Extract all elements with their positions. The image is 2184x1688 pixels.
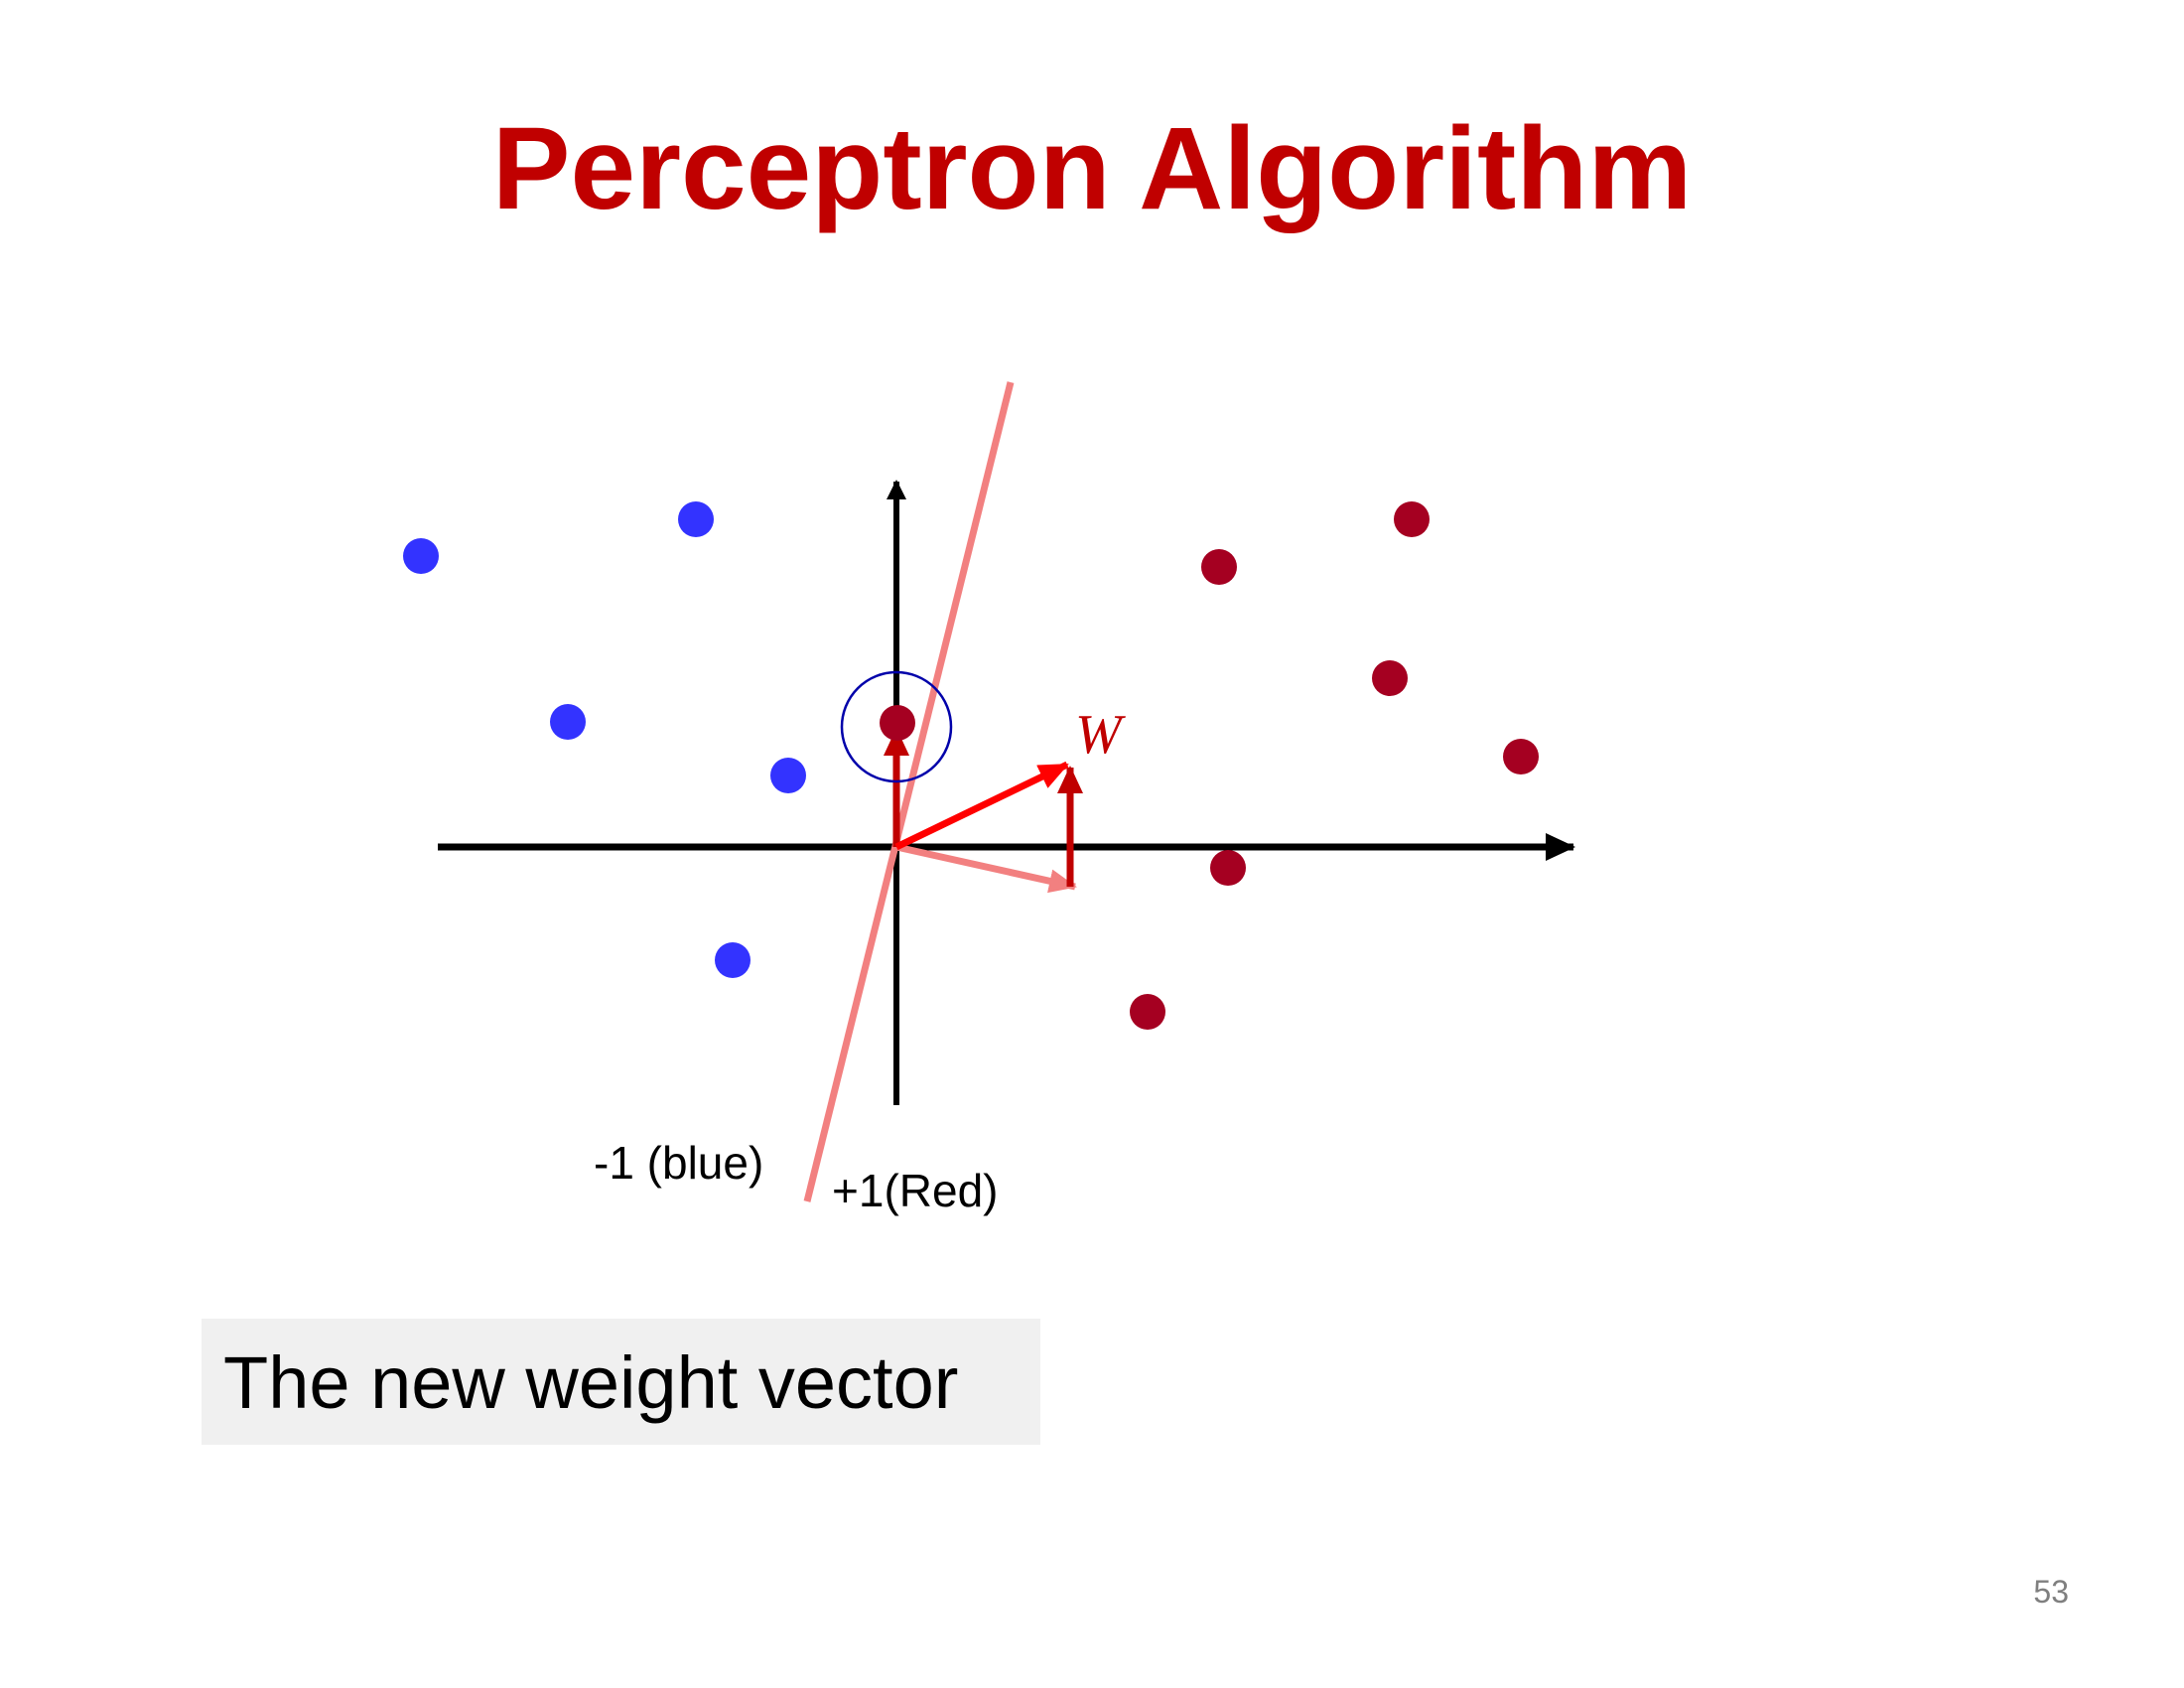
blue-point (770, 758, 806, 793)
blue-point (550, 704, 586, 740)
new-weight-vector (894, 761, 1069, 851)
red-point (1372, 660, 1408, 696)
old-weight-vector (895, 843, 1077, 894)
red-point (1394, 501, 1430, 537)
red-point (1210, 850, 1246, 886)
red-point (1201, 549, 1237, 585)
misclassified-red-point (880, 705, 915, 741)
caption-text: The new weight vector (223, 1341, 959, 1424)
class-positive-label: +1(Red) (832, 1165, 998, 1216)
red-point (1130, 994, 1165, 1030)
old-decision-boundary (803, 381, 1015, 1202)
blue-point (403, 538, 439, 574)
slide-title: Perceptron Algorithm (491, 103, 1693, 234)
red-point (1503, 739, 1539, 774)
highlight-circle (840, 670, 953, 783)
caption-box: The new weight vector (202, 1319, 1040, 1445)
class-negative-label: -1 (blue) (594, 1137, 763, 1189)
weight-label: W (1075, 704, 1126, 766)
blue-point (715, 942, 751, 978)
page-number: 53 (2033, 1574, 2069, 1610)
blue-point (678, 501, 714, 537)
